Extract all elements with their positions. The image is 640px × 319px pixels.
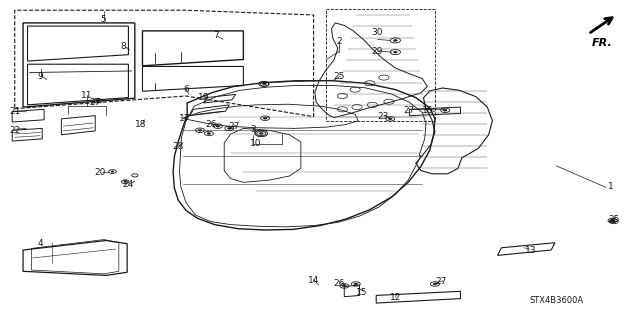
Text: 2: 2 xyxy=(337,38,342,47)
Text: 10: 10 xyxy=(250,139,262,148)
Text: 25: 25 xyxy=(333,72,345,81)
Circle shape xyxy=(444,109,447,111)
Text: FR.: FR. xyxy=(591,38,612,48)
Text: 21: 21 xyxy=(9,108,20,116)
Text: 11: 11 xyxy=(81,92,93,100)
Text: 18: 18 xyxy=(136,120,147,129)
Text: 30: 30 xyxy=(372,28,383,37)
Text: 6: 6 xyxy=(183,85,189,94)
Circle shape xyxy=(96,100,100,102)
Circle shape xyxy=(342,285,346,287)
Text: 16: 16 xyxy=(422,106,433,115)
Text: 26: 26 xyxy=(333,279,345,288)
Text: 25: 25 xyxy=(608,215,620,224)
Circle shape xyxy=(394,40,397,41)
Text: 17: 17 xyxy=(179,114,190,123)
Circle shape xyxy=(124,181,127,182)
Text: 3: 3 xyxy=(250,125,256,134)
Text: 7: 7 xyxy=(214,31,220,40)
Circle shape xyxy=(612,220,616,222)
Circle shape xyxy=(263,117,267,119)
Circle shape xyxy=(354,283,358,285)
Circle shape xyxy=(207,132,211,134)
Text: 1: 1 xyxy=(608,182,614,191)
Text: 14: 14 xyxy=(308,276,319,285)
Circle shape xyxy=(262,83,266,85)
Circle shape xyxy=(433,283,437,285)
Text: 27: 27 xyxy=(404,106,415,115)
Text: 20: 20 xyxy=(94,168,106,177)
Text: 9: 9 xyxy=(37,72,43,81)
Text: 29: 29 xyxy=(372,47,383,56)
Text: 13: 13 xyxy=(525,246,536,255)
Text: 23: 23 xyxy=(377,112,388,121)
Text: 27: 27 xyxy=(228,122,239,131)
Text: 26: 26 xyxy=(205,120,217,129)
Text: 27: 27 xyxy=(436,277,447,286)
Text: 22: 22 xyxy=(9,126,20,135)
Circle shape xyxy=(198,129,202,131)
Text: 4: 4 xyxy=(38,239,43,248)
Circle shape xyxy=(227,127,231,129)
Text: 15: 15 xyxy=(356,288,368,297)
Text: 5: 5 xyxy=(100,15,106,24)
Text: 8: 8 xyxy=(120,42,126,51)
Text: 28: 28 xyxy=(173,142,184,151)
Circle shape xyxy=(216,125,220,127)
Text: 19: 19 xyxy=(198,93,209,102)
Circle shape xyxy=(259,132,263,134)
Circle shape xyxy=(611,219,614,221)
Circle shape xyxy=(388,118,392,120)
Text: 12: 12 xyxy=(390,293,401,302)
Text: 27: 27 xyxy=(90,98,101,107)
Circle shape xyxy=(111,171,114,172)
Text: STX4B3600A: STX4B3600A xyxy=(529,296,583,305)
Text: 24: 24 xyxy=(123,181,134,189)
Circle shape xyxy=(394,51,397,53)
